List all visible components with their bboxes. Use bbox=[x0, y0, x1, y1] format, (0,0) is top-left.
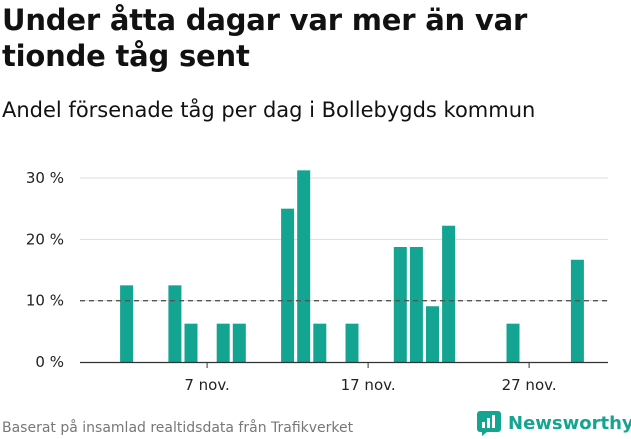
x-tick-label: 27 nov. bbox=[502, 376, 557, 394]
y-axis-ticks: 0 % 10 % 20 % 30 % bbox=[26, 169, 64, 371]
bar bbox=[442, 225, 456, 362]
chart-title: Under åtta dagar var mer än var tionde t… bbox=[2, 3, 528, 73]
bar bbox=[281, 208, 295, 362]
x-axis-ticks: 7 nov. 17 nov. 27 nov. bbox=[184, 362, 557, 394]
y-tick-label: 0 % bbox=[35, 353, 64, 371]
bar bbox=[120, 285, 134, 362]
brand-name: Newsworthy bbox=[508, 412, 631, 434]
bar bbox=[232, 323, 246, 362]
newsworthy-logo-icon bbox=[477, 411, 501, 436]
y-tick-label: 20 % bbox=[26, 230, 64, 248]
bar bbox=[297, 170, 311, 362]
bar bbox=[168, 285, 182, 362]
bar bbox=[426, 306, 439, 362]
bars bbox=[120, 170, 584, 362]
y-tick-label: 10 % bbox=[26, 292, 64, 310]
y-tick-label: 30 % bbox=[26, 169, 64, 187]
bar bbox=[184, 323, 198, 362]
x-tick-label: 17 nov. bbox=[341, 376, 396, 394]
bar bbox=[216, 323, 230, 362]
bar bbox=[409, 247, 423, 362]
source-note: Baserat på insamlad realtidsdata från Tr… bbox=[2, 420, 354, 436]
bar bbox=[570, 259, 584, 362]
gridlines bbox=[80, 177, 608, 302]
bar bbox=[313, 323, 327, 362]
x-tick-label: 7 nov. bbox=[184, 376, 229, 394]
bar bbox=[393, 247, 407, 362]
bar bbox=[345, 323, 359, 362]
bar bbox=[506, 323, 520, 362]
chart-subtitle: Andel försenade tåg per dag i Bollebygds… bbox=[2, 98, 536, 122]
bar-chart: 0 % 10 % 20 % 30 % 7 nov. 17 nov. 27 nov. bbox=[26, 169, 608, 394]
brand-logo: Newsworthy bbox=[476, 408, 631, 438]
